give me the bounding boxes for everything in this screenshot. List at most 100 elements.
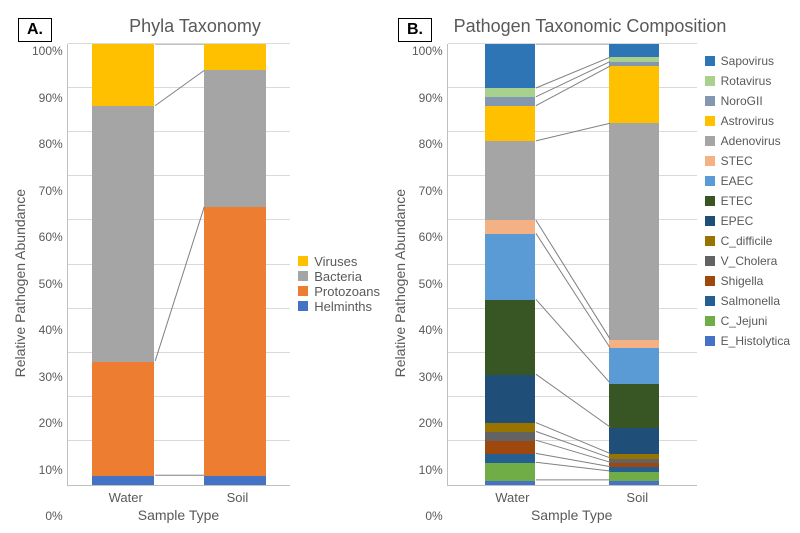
ytick-label: 20% [412,416,443,430]
legend-item: Bacteria [298,269,380,284]
bar-segment [204,207,266,476]
legend-swatch [705,216,715,226]
panel-a: A. Phyla Taxonomy Relative Pathogen Abun… [10,10,380,523]
legend-swatch [298,271,308,281]
bar-segment [485,300,535,375]
legend-label: C_Jejuni [721,314,768,328]
xtick-label: Water [109,490,143,505]
legend-item: E_Histolytica [705,334,790,348]
legend-item: NoroGII [705,94,790,108]
ytick-label: 80% [412,137,443,151]
ytick-label: 40% [412,323,443,337]
legend-label: ETEC [721,194,753,208]
panel-a-bars [68,44,291,485]
bar-segment [485,441,535,454]
ytick-label: 0% [32,509,63,523]
legend-label: NoroGII [721,94,763,108]
bar-segment [485,463,535,481]
panel-b-label: B. [398,18,432,42]
bar-segment [485,220,535,233]
bar-segment [609,66,659,123]
legend-swatch [705,56,715,66]
legend-item: C_difficile [705,234,790,248]
ytick-label: 90% [412,91,443,105]
panel-b-plot [447,44,697,486]
ytick-label: 70% [32,184,63,198]
legend-swatch [298,286,308,296]
legend-swatch [705,196,715,206]
legend-item: Adenovirus [705,134,790,148]
bar-segment [485,375,535,424]
bar-segment [609,340,659,349]
xtick-label: Soil [626,490,648,505]
panel-b-title: Pathogen Taxonomic Composition [390,16,790,40]
legend-item: Helminths [298,299,380,314]
legend-swatch [705,136,715,146]
panel-a-xticks: Water Soil [67,490,291,505]
ytick-label: 90% [32,91,63,105]
panel-a-xlabel: Sample Type [67,507,291,523]
legend-swatch [705,116,715,126]
panel-b-yaxis: Relative Pathogen Abundance 0% 10% 20% 30% 4… [390,44,447,523]
panel-b: B. Pathogen Taxonomic Composition Relati… [390,10,790,523]
legend-item: C_Jejuni [705,314,790,328]
xtick-label: Soil [227,490,249,505]
legend-label: Adenovirus [721,134,781,148]
ytick-label: 30% [32,370,63,384]
xtick-label: Water [495,490,529,505]
ytick-label: 40% [32,323,63,337]
legend-item: STEC [705,154,790,168]
legend-swatch [705,176,715,186]
legend-label: Astrovirus [721,114,774,128]
figure-container: A. Phyla Taxonomy Relative Pathogen Abun… [10,10,790,523]
ytick-label: 30% [412,370,443,384]
legend-label: EPEC [721,214,754,228]
legend-item: Viruses [298,254,380,269]
legend-label: Salmonella [721,294,780,308]
panel-b-ylabel: Relative Pathogen Abundance [390,189,410,377]
legend-label: Shigella [721,274,764,288]
ytick-label: 60% [32,230,63,244]
stacked-bar [204,44,266,485]
bar-segment [92,44,154,106]
panel-a-title: Phyla Taxonomy [10,16,380,40]
legend-swatch [705,336,715,346]
bar-segment [485,481,535,485]
panel-a-plot [67,44,291,486]
bar-segment [204,476,266,485]
bar-segment [485,454,535,463]
bar-segment [485,44,535,88]
legend-item: Sapovirus [705,54,790,68]
stacked-bar [485,44,535,485]
bar-segment [485,106,535,141]
panel-a-plot-outer: Water Soil Sample Type [67,44,291,523]
bar-segment [609,384,659,428]
legend-swatch [705,256,715,266]
ytick-label: 0% [412,509,443,523]
panel-a-yaxis: Relative Pathogen Abundance 0%10%20%30%4… [10,44,67,523]
legend-item: EPEC [705,214,790,228]
legend-item: Shigella [705,274,790,288]
bar-segment [485,141,535,220]
ytick-label: 50% [32,277,63,291]
panel-a-body: Relative Pathogen Abundance 0%10%20%30%4… [10,44,380,523]
legend-item: Salmonella [705,294,790,308]
bar-segment [485,234,535,300]
legend-swatch [298,301,308,311]
panel-b-yticks: 0%10%20%30%40%50%60%70%80%90%100% [410,44,447,523]
ytick-label: 20% [32,416,63,430]
legend-swatch [705,96,715,106]
bar-segment [609,481,659,485]
bar-segment [485,432,535,441]
bar-segment [609,428,659,454]
panel-a-legend: VirusesBacteriaProtozoansHelminths [290,44,380,523]
panel-b-bars [448,44,697,485]
panel-b-xlabel: Sample Type [447,507,697,523]
bar-segment [609,123,659,339]
bar-segment [485,97,535,106]
legend-item: EAEC [705,174,790,188]
legend-label: Rotavirus [721,74,772,88]
ytick-label: 10% [412,463,443,477]
legend-label: C_difficile [721,234,773,248]
ytick-label: 70% [412,184,443,198]
